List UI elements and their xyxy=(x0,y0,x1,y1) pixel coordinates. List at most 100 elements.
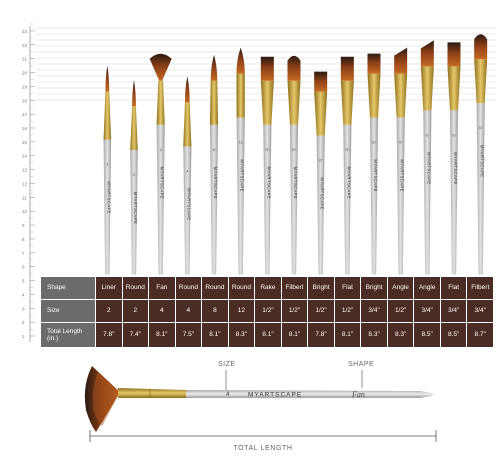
brush-bristles xyxy=(210,54,218,81)
ruler-tick-label: 2 xyxy=(22,320,25,325)
cell-size: 1/2" xyxy=(280,299,309,323)
cell-length: 8.5" xyxy=(413,322,441,348)
cell-size: 4 xyxy=(148,299,176,323)
cell-size: 1/2" xyxy=(333,299,362,323)
brush-ferrule xyxy=(314,91,328,136)
brush-handle xyxy=(103,139,112,275)
brush-handle xyxy=(130,150,138,275)
ruler-tick-label: 18 xyxy=(22,98,28,103)
brush-ferrule xyxy=(236,73,245,118)
ruler-tick-label: 14 xyxy=(22,154,28,159)
cell-shape: Filbert xyxy=(466,276,494,300)
cell-shape: Fan xyxy=(148,276,176,300)
brush-14: ¾" MYARTSCAPE xyxy=(447,42,461,276)
ruler-tick-label: 21 xyxy=(22,57,28,62)
brush-bristles xyxy=(260,56,274,81)
brush-size-mark: ½" xyxy=(319,159,324,163)
cell-length: 7.5" xyxy=(174,322,203,348)
cell-length: 7.8" xyxy=(95,322,123,348)
brush-ferrule xyxy=(367,73,381,118)
ruler-tick-label: 15 xyxy=(22,140,28,145)
brush-size-mark: ¾" xyxy=(425,133,430,137)
brush-handle xyxy=(183,146,192,275)
brush-handle xyxy=(343,124,352,275)
brush-ferrule xyxy=(340,80,354,125)
brush-brand: MYARTSCAPE xyxy=(453,152,458,184)
brush-size-mark: ¾" xyxy=(452,133,457,137)
brush-bristles xyxy=(287,55,301,81)
cell-size: 8 xyxy=(201,299,229,323)
brush-ferrule xyxy=(287,80,301,125)
brush-size-mark: 4 xyxy=(186,169,188,173)
shape-row: Shape Liner Round Fan Round Round Round Rake Fi… xyxy=(40,276,494,300)
brush-handle xyxy=(156,124,165,275)
brush-brand: MYARTSCAPE xyxy=(293,167,298,199)
brush-size-mark: ½" xyxy=(345,148,350,152)
brush-bristles xyxy=(132,80,136,106)
brush-brand: MYARTSCAPE xyxy=(106,181,111,213)
hero-shape-script: Fan xyxy=(351,390,365,399)
brush-bristles xyxy=(105,65,110,92)
ruler-tick-label: 4 xyxy=(22,292,25,297)
brush-size-mark: 8 xyxy=(213,148,215,152)
brush-handle xyxy=(449,110,459,276)
brush-size-mark: 2 xyxy=(133,173,135,177)
brush-brand: MYARTSCAPE xyxy=(346,167,351,199)
shape-label: SHAPE xyxy=(348,361,374,368)
cell-length: 8.5" xyxy=(439,322,468,348)
length-header: Total Length (in.) xyxy=(40,322,96,348)
brush-ferrule xyxy=(394,73,408,118)
brush-1: 2 MYARTSCAPE xyxy=(103,65,112,275)
cell-shape: Angle xyxy=(386,276,415,300)
brush-handle xyxy=(423,110,432,276)
ruler-tick-label: 10 xyxy=(22,209,28,214)
ruler-tick-label: 9 xyxy=(22,223,25,228)
ruler-tick-label: 12 xyxy=(22,181,28,186)
ruler-tick-label: 3 xyxy=(22,306,25,311)
cell-size: 2 xyxy=(121,299,150,323)
cell-shape: Round xyxy=(201,276,229,300)
brush-handle xyxy=(263,124,272,275)
cell-size: 1/2" xyxy=(254,299,282,323)
cell-size: 1/2" xyxy=(386,299,415,323)
brush-size-mark: 4 xyxy=(160,148,162,152)
cell-shape: Rake xyxy=(254,276,282,300)
cell-shape: Angle xyxy=(413,276,441,300)
brush-brand: MYARTSCAPE xyxy=(373,159,378,191)
brush-ferrule xyxy=(209,80,219,125)
brush-brand: MYARTSCAPE xyxy=(426,152,431,184)
cell-shape: Flat xyxy=(439,276,468,300)
size-row: Size 2 2 4 4 8 12 1/2" 1/2" 1/2" 1/2" 3/4" 1/2" 3/4"… xyxy=(40,299,494,323)
brush-ferrule xyxy=(103,91,112,140)
cell-size: 3/4" xyxy=(466,299,494,323)
brush-ferrule xyxy=(183,102,192,147)
brush-bristles xyxy=(367,53,381,74)
brush-bristles xyxy=(447,42,461,67)
brush-7: ½" MYARTSCAPE xyxy=(260,56,274,275)
cell-length: 8.3" xyxy=(360,322,388,348)
brush-15: ¾" MYARTSCAPE xyxy=(474,34,488,275)
brush-12: ½" MYARTSCAPE xyxy=(394,47,408,275)
cell-size: 2 xyxy=(95,299,123,323)
cell-length: 8.1" xyxy=(333,322,362,348)
length-row: Total Length (in.) 7.8" 7.4" 8.1" 7.5" 8.1" 8… xyxy=(40,322,494,348)
ruler-tick-label: 6 xyxy=(22,265,25,270)
brush-ferrule xyxy=(447,66,461,111)
cell-length: 8.1" xyxy=(148,322,176,348)
brush-brand: MYARTSCAPE xyxy=(240,159,245,191)
cell-length: 7.8" xyxy=(307,322,335,348)
cell-size: 3/4" xyxy=(360,299,388,323)
brush-3: 4 MYARTSCAPE xyxy=(149,53,172,275)
brush-brand: MYARTSCAPE xyxy=(186,188,191,220)
brush-ferrule xyxy=(420,66,434,111)
brush-handle xyxy=(369,117,379,275)
cell-shape: Round xyxy=(227,276,256,300)
brush-6: 12 MYARTSCAPE xyxy=(236,47,245,275)
ruler-tick-label: 23 xyxy=(22,29,28,34)
cell-length: 8.7" xyxy=(466,322,494,348)
cell-size: 4 xyxy=(174,299,203,323)
brush-bristles xyxy=(149,53,172,81)
ruler-tick-label: 5 xyxy=(22,279,25,284)
brush-size-mark: ¾" xyxy=(372,141,377,145)
size-label: SIZE xyxy=(218,361,236,368)
